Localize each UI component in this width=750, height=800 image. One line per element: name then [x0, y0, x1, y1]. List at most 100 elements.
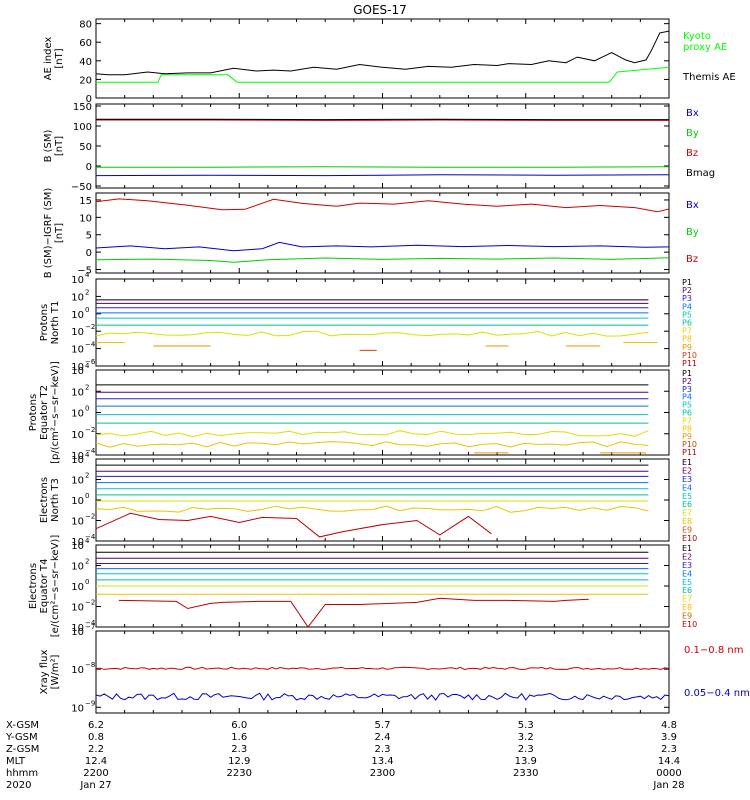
x-axis-value: 12.4 [85, 756, 107, 767]
y-tick-exponent: −4 [85, 533, 96, 541]
x-axis-value: 2230 [227, 768, 252, 779]
legend-label: E10 [682, 534, 697, 543]
x-axis-value: 3.2 [518, 732, 534, 743]
y-tick-exponent: 4 [85, 271, 90, 279]
x-axis-value: 0000 [656, 768, 681, 779]
y-tick-exponent: 2 [85, 558, 89, 566]
y-tick-exponent: 0 [85, 578, 89, 586]
y-axis-label: Electrons [39, 477, 50, 523]
series-line-bx [95, 241, 670, 252]
y-tick-exponent: 2 [85, 472, 89, 480]
x-axis-value: 2200 [83, 768, 108, 779]
y-axis-label: [nT] [54, 136, 65, 156]
legend-label: E8 [682, 517, 692, 526]
y-tick-label: 10 [71, 455, 84, 466]
series-line-bz [95, 198, 670, 213]
legend-label: P4 [682, 393, 692, 402]
legend-label: Bmag [686, 168, 715, 179]
y-tick-label: 10 [71, 541, 84, 552]
y-axis-label: AE index [43, 37, 54, 81]
series-group [96, 551, 649, 628]
figure-title: GOES-17 [353, 3, 407, 17]
x-axis-row-label: 2020 [6, 780, 31, 791]
x-axis-row-label: MLT [6, 756, 26, 767]
legend-label: P6 [682, 409, 692, 418]
series-line-e9 [95, 512, 492, 538]
series-group [95, 198, 670, 263]
x-axis-row-label: Z-GSM [6, 744, 39, 755]
y-axis-label: Equator T2 [39, 385, 50, 440]
legend-label: Kyoto [683, 31, 711, 42]
legend-label: E5 [682, 492, 692, 501]
legend-label: P9 [682, 343, 692, 352]
y-tick-label: 20 [79, 75, 92, 86]
y-tick-exponent: −2 [85, 426, 95, 434]
legend-label: P1 [682, 278, 692, 287]
x-axis-value: 2300 [370, 768, 395, 779]
y-tick-exponent: −8 [85, 661, 95, 669]
series-group [95, 299, 658, 351]
y-tick-label: 80 [79, 20, 92, 31]
series-line-bx [95, 174, 670, 177]
legend-label: P3 [682, 385, 692, 394]
y-tick-label: 10 [71, 345, 84, 356]
legend-label: Themis AE [682, 72, 736, 83]
y-tick-label: 10 [71, 310, 84, 321]
legend-label: Bz [686, 148, 698, 159]
y-tick-exponent: 4 [85, 537, 90, 545]
legend-label: P1 [682, 369, 692, 378]
y-tick-label: 10 [71, 292, 84, 303]
legend-label: E4 [682, 483, 692, 492]
legend-label: E1 [682, 544, 692, 553]
y-axis-label: Protons [39, 304, 50, 341]
y-tick-exponent: 0 [85, 405, 89, 413]
legend-label: E3 [682, 475, 692, 484]
legend-label: P9 [682, 432, 692, 441]
legend-label: E1 [682, 458, 692, 467]
x-axis-value: 2.3 [231, 744, 247, 755]
series-group [95, 464, 649, 538]
x-axis-value: 2.3 [661, 744, 677, 755]
y-tick-label: 50 [79, 142, 92, 153]
y-tick-exponent: −4 [85, 619, 96, 627]
x-axis-value: 0.8 [88, 732, 104, 743]
x-axis-row-label: Y-GSM [5, 732, 38, 743]
y-tick-exponent: 0 [85, 306, 89, 314]
y-tick-label: 10 [71, 623, 84, 634]
x-axis-table: X-GSM 6.2 6.0 5.7 5.3 4.8 Y-GSM 0.8 1.6 2.4 3.2 3.9… [5, 720, 685, 791]
x-axis-value: Jan 27 [79, 780, 111, 791]
legend-label: E9 [682, 526, 692, 535]
legend-label: E3 [682, 561, 692, 570]
y-tick-label: 150 [73, 102, 92, 113]
y-tick-label: 10 [71, 409, 84, 420]
legend-label: P6 [682, 319, 692, 328]
x-axis-value: 13.9 [515, 756, 537, 767]
legend-label: P4 [682, 302, 692, 311]
series-line-kyoto-proxy-ae [96, 66, 670, 83]
y-tick-label: 10 [71, 496, 84, 507]
y-tick-label: 10 [71, 430, 84, 441]
x-axis-row-label: X-GSM [6, 720, 39, 731]
plot-frame [95, 278, 670, 367]
legend-label: E7 [682, 595, 692, 604]
series-line-p8 [95, 441, 649, 448]
legend-label: P11 [682, 448, 697, 457]
legend-label: Bz [686, 254, 698, 265]
y-tick-label: −50 [71, 182, 92, 193]
y-tick-exponent: −4 [85, 341, 96, 349]
x-axis-value: 5.3 [518, 720, 534, 731]
y-axis-label: North T3 [50, 478, 61, 522]
legend-label: P5 [682, 310, 692, 319]
x-axis-value: Jan 28 [652, 780, 684, 791]
y-axis-label: B (SM) [43, 129, 54, 162]
y-axis-label: Xray flux [39, 650, 50, 695]
y-tick-label: 0 [86, 162, 92, 173]
y-tick-label: 10 [71, 627, 84, 638]
y-axis-label: Equator T4 [39, 559, 50, 614]
legend-label: Bx [686, 200, 699, 211]
